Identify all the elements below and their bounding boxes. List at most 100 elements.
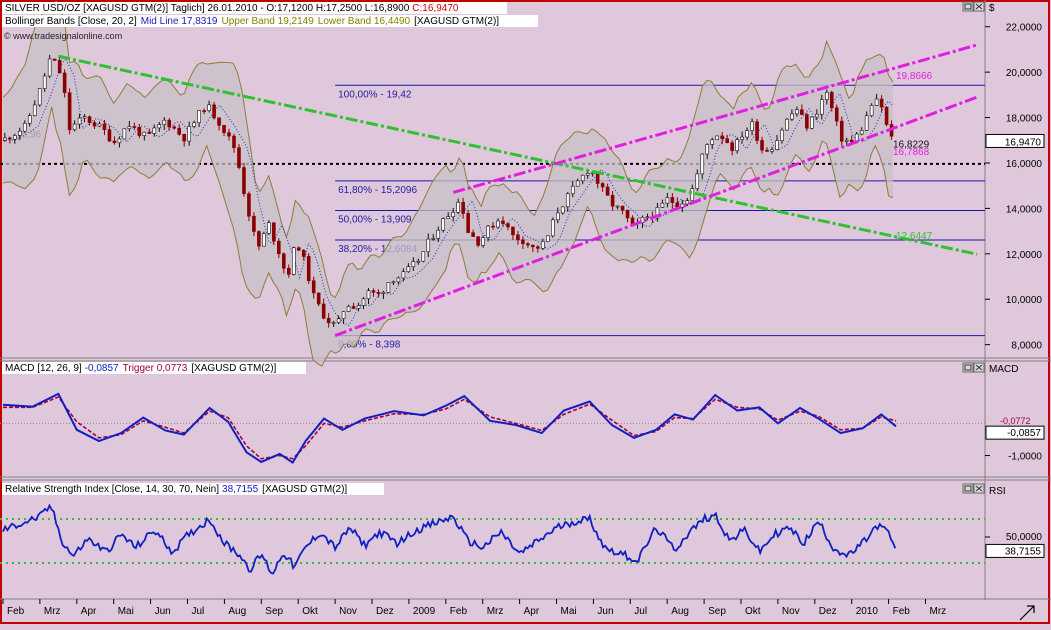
candle-body bbox=[147, 131, 152, 134]
candle-body bbox=[381, 291, 386, 294]
candle-body bbox=[805, 114, 809, 129]
candle-body bbox=[421, 251, 426, 262]
macd-tick-label: -1,0000 bbox=[1008, 452, 1042, 463]
candle-body bbox=[227, 132, 231, 137]
macd-header-box bbox=[2, 362, 306, 374]
candle-body bbox=[296, 247, 301, 251]
candle-body bbox=[570, 185, 575, 195]
candle-body bbox=[386, 282, 391, 293]
candle-body bbox=[441, 218, 446, 231]
fibonacci-label: 50,00% - 13,909 bbox=[338, 214, 412, 225]
trigger-value-label: -0,0772 bbox=[1000, 416, 1031, 426]
price-pane-close-button[interactable] bbox=[973, 1, 985, 12]
candle-body bbox=[232, 135, 236, 148]
candle-body bbox=[849, 139, 854, 143]
x-tick-label: Dez bbox=[819, 606, 837, 617]
candle-body bbox=[655, 207, 660, 219]
candle-body bbox=[551, 219, 555, 237]
candle-body bbox=[745, 130, 749, 138]
x-tick-label: Sep bbox=[708, 606, 726, 617]
candle-body bbox=[795, 109, 799, 115]
rsi-pane-close-button[interactable] bbox=[973, 483, 985, 494]
macd-pane-restore-button[interactable] bbox=[962, 362, 974, 373]
candle-body bbox=[272, 222, 276, 242]
y-tick-label: 12,0000 bbox=[1006, 250, 1043, 261]
candle-body bbox=[301, 250, 306, 257]
candle-body bbox=[207, 104, 211, 111]
candle-body bbox=[446, 216, 450, 219]
x-tick-label: Feb bbox=[450, 606, 468, 617]
candle-body bbox=[884, 106, 889, 125]
candle-body bbox=[575, 180, 580, 187]
macd-value-label: -0,0857 bbox=[1007, 428, 1041, 439]
candle-body bbox=[57, 60, 62, 74]
macd-pane: -1,0000 -0,0772 -0,0857 bbox=[0, 392, 1045, 465]
candle-body bbox=[341, 311, 346, 320]
candle-body bbox=[331, 322, 336, 324]
candle-body bbox=[541, 241, 545, 249]
candle-body bbox=[461, 201, 465, 214]
candle-body bbox=[242, 167, 246, 195]
x-tick-label: Feb bbox=[893, 606, 911, 617]
rsi-header: Relative Strength Index [Close, 14, 30, … bbox=[5, 484, 347, 495]
candle-body bbox=[775, 140, 779, 150]
magenta-lower-channel-trendline bbox=[334, 95, 978, 337]
price-pane-restore-button[interactable] bbox=[962, 1, 974, 12]
x-tick-label: Okt bbox=[302, 606, 318, 617]
rsi-value-label: 38,7155 bbox=[1005, 546, 1042, 557]
annotation-label: 16,7868 bbox=[893, 147, 930, 158]
price-candles bbox=[3, 54, 894, 328]
candle-body bbox=[117, 138, 122, 144]
candle-body bbox=[62, 72, 67, 94]
rsi-axis-title: RSI bbox=[989, 486, 1006, 497]
candle-body bbox=[670, 197, 675, 203]
candle-body bbox=[476, 236, 480, 246]
candle-body bbox=[401, 271, 406, 279]
candle-body bbox=[87, 116, 92, 123]
candle-body bbox=[486, 225, 490, 239]
rsi-pane: 50,0000 38,7155 bbox=[0, 503, 1045, 575]
candle-body bbox=[346, 306, 351, 312]
expand-arrow-icon[interactable] bbox=[1019, 605, 1035, 621]
candle-body bbox=[182, 134, 186, 142]
candle-body bbox=[257, 231, 261, 247]
candle-body bbox=[859, 130, 864, 135]
last-price-box bbox=[985, 133, 1045, 148]
candle-body bbox=[715, 135, 719, 141]
y-tick-label: 10,0000 bbox=[1006, 295, 1043, 306]
annotation-label: 12,6447 bbox=[896, 231, 933, 242]
candle-body bbox=[137, 127, 142, 136]
candle-body bbox=[336, 318, 341, 323]
instrument-header: SILVER USD/OZ [XAGUSD GTM(2)] Taglich] 2… bbox=[5, 3, 459, 14]
candle-body bbox=[506, 223, 510, 228]
candle-body bbox=[824, 92, 829, 100]
candle-body bbox=[67, 92, 72, 131]
candle-body bbox=[252, 215, 256, 232]
candle-body bbox=[77, 117, 82, 125]
candle-body bbox=[839, 120, 844, 142]
candle-body bbox=[790, 113, 794, 120]
candle-body bbox=[730, 142, 734, 152]
candle-body bbox=[321, 303, 326, 319]
rsi-pane-restore-button[interactable] bbox=[962, 483, 974, 494]
candle-body bbox=[740, 136, 744, 140]
watermark: © www.tradesignalonline.com bbox=[4, 31, 122, 41]
candle-body bbox=[37, 88, 42, 106]
y-tick-label: 22,0000 bbox=[1006, 23, 1043, 34]
candle-body bbox=[157, 124, 162, 129]
candle-body bbox=[52, 58, 57, 61]
candle-body bbox=[27, 115, 32, 124]
candle-body bbox=[356, 305, 361, 309]
candle-body bbox=[326, 317, 331, 324]
macd-pane-close-button[interactable] bbox=[973, 362, 985, 373]
candle-body bbox=[665, 197, 670, 204]
candle-body bbox=[142, 131, 147, 136]
candle-body bbox=[451, 212, 455, 217]
candle-body bbox=[630, 217, 635, 224]
x-tick-label: Nov bbox=[339, 606, 357, 617]
candle-body bbox=[765, 149, 769, 152]
x-tick-label: Aug bbox=[228, 606, 246, 617]
trigger-line bbox=[3, 396, 897, 460]
candle-body bbox=[725, 138, 729, 143]
